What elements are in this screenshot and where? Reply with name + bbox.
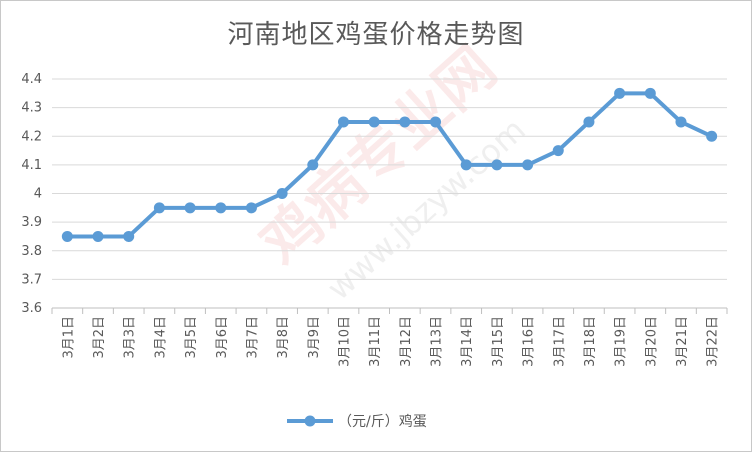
x-tick-label: 3月4日 xyxy=(153,316,168,359)
data-point xyxy=(215,202,227,214)
x-tick-label: 3月12日 xyxy=(399,316,414,367)
x-tick-label: 3月10日 xyxy=(337,316,352,367)
data-point xyxy=(614,87,626,99)
x-tick-label: 3月22日 xyxy=(706,316,721,367)
x-axis: 3月1日 3月2日 3月3日 3月4日 3月5日 3月6日 3月7日 3月8日 3月9日 3月10… xyxy=(51,307,728,367)
data-point xyxy=(368,116,380,128)
data-point xyxy=(552,145,564,157)
x-tick-label: 3月13日 xyxy=(430,316,445,367)
x-tick-label: 3月15日 xyxy=(491,316,506,367)
x-tick-label: 3月14日 xyxy=(460,316,475,367)
x-tick-label: 3月20日 xyxy=(644,316,659,367)
chart-title: 河南地区鸡蛋价格走势图 xyxy=(227,20,525,50)
data-point xyxy=(337,116,349,128)
y-tick-label: 4.2 xyxy=(21,129,42,144)
x-tick-label: 3月2日 xyxy=(92,316,107,359)
series-line xyxy=(65,91,714,239)
data-point xyxy=(153,202,165,214)
x-tick-label: 3月11日 xyxy=(368,316,383,367)
y-tick-label: 4.1 xyxy=(21,158,42,173)
data-point xyxy=(460,159,472,171)
data-point xyxy=(245,202,257,214)
y-tick-label: 3.6 xyxy=(21,301,42,316)
data-point xyxy=(675,116,687,128)
y-tick-label: 3.9 xyxy=(21,215,42,230)
data-point xyxy=(276,188,288,199)
data-point xyxy=(583,116,595,128)
y-tick-label: 4.4 xyxy=(21,72,42,87)
data-point xyxy=(184,202,196,214)
x-tick-label: 3月21日 xyxy=(675,316,690,367)
legend-label: （元/斤）鸡蛋 xyxy=(338,413,427,430)
x-tick-label: 3月5日 xyxy=(184,316,199,359)
series-layer xyxy=(61,87,718,242)
data-point xyxy=(307,159,319,171)
data-point xyxy=(491,159,503,171)
data-point xyxy=(399,116,411,128)
x-tick-label: 3月6日 xyxy=(215,316,230,359)
legend-marker xyxy=(304,415,316,427)
data-point xyxy=(644,87,656,99)
x-tick-label: 3月9日 xyxy=(307,316,322,359)
x-tick-label: 3月17日 xyxy=(552,316,567,367)
y-axis-ticks: 3.6 3.7 3.8 3.9 4 4.1 4.2 4.3 4.4 xyxy=(21,72,42,316)
data-point xyxy=(522,159,534,171)
x-tick-label: 3月16日 xyxy=(522,316,537,367)
gridlines xyxy=(52,78,727,309)
x-tick-label: 3月7日 xyxy=(245,316,260,359)
x-tick-label: 3月1日 xyxy=(61,316,76,359)
y-tick-label: 4.3 xyxy=(21,101,42,116)
y-tick-label: 4 xyxy=(34,187,42,202)
legend: （元/斤）鸡蛋 xyxy=(287,413,427,430)
data-point xyxy=(123,230,135,242)
x-tick-label: 3月8日 xyxy=(276,316,291,359)
data-point xyxy=(706,130,718,142)
y-tick-label: 3.7 xyxy=(21,272,42,287)
data-point xyxy=(92,230,104,242)
x-tick-label: 3月19日 xyxy=(614,316,629,367)
y-tick-label: 3.8 xyxy=(21,244,42,259)
x-tick-label: 3月3日 xyxy=(123,316,138,359)
x-tick-label: 3月18日 xyxy=(583,316,598,367)
data-point xyxy=(61,230,73,242)
data-point xyxy=(430,116,442,128)
